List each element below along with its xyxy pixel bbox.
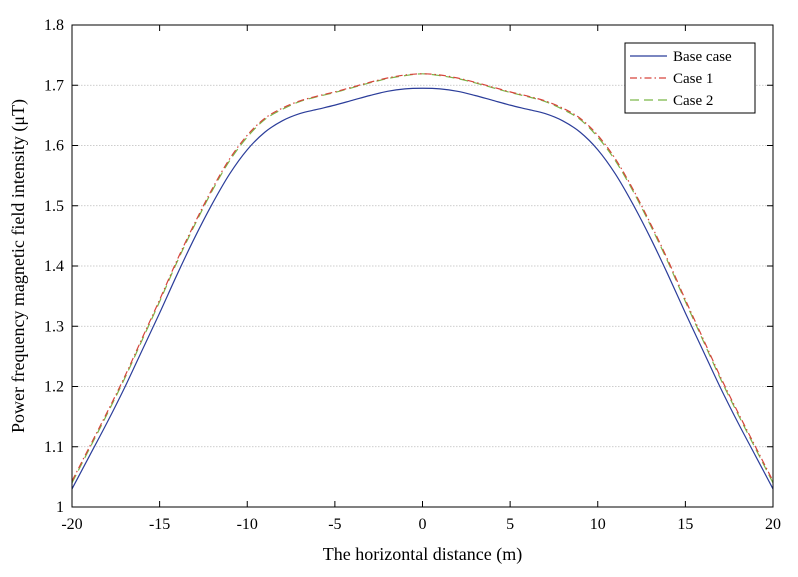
y-tick-label: 1.3 — [44, 318, 64, 335]
axis-ticks — [71, 24, 774, 508]
legend-label: Case 2 — [673, 93, 713, 109]
grid-lines — [72, 84, 773, 448]
x-tick-label: 5 — [506, 516, 514, 533]
x-tick-label: 20 — [765, 516, 781, 533]
x-tick-label: -5 — [328, 516, 341, 533]
series-line-base-case — [71, 87, 774, 490]
legend-label: Base case — [673, 49, 732, 65]
x-tick-label: 10 — [590, 516, 606, 533]
y-tick-label: 1.2 — [44, 379, 64, 396]
y-tick-label: 1.1 — [44, 439, 64, 456]
y-tick-label: 1.5 — [44, 198, 64, 215]
x-tick-label: -15 — [149, 516, 170, 533]
y-tick-label: 1 — [56, 499, 64, 516]
y-tick-label: 1.4 — [44, 258, 64, 275]
x-tick-label: 0 — [419, 516, 427, 533]
series-layer — [71, 73, 774, 490]
x-tick-label: -20 — [61, 516, 82, 533]
legend-label: Case 1 — [673, 71, 713, 87]
x-axis-label: The horizontal distance (m) — [323, 544, 522, 565]
tick-labels: 1 1.1 1.2 1.3 1.4 1.5 1.6 1.7 1.8 -20 -15 -10 -5 0 5 10… — [44, 17, 781, 533]
x-tick-label: -10 — [237, 516, 258, 533]
y-tick-label: 1.6 — [44, 138, 64, 155]
series-line-case-2 — [71, 73, 774, 484]
x-tick-label: 15 — [677, 516, 693, 533]
legend: Base case Case 1 Case 2 — [624, 42, 756, 114]
y-tick-label: 1.8 — [44, 17, 64, 34]
y-axis-label: Power frequency magnetic field intensity… — [8, 99, 29, 433]
y-tick-label: 1.7 — [44, 77, 64, 94]
series-line-case-1 — [71, 73, 774, 482]
